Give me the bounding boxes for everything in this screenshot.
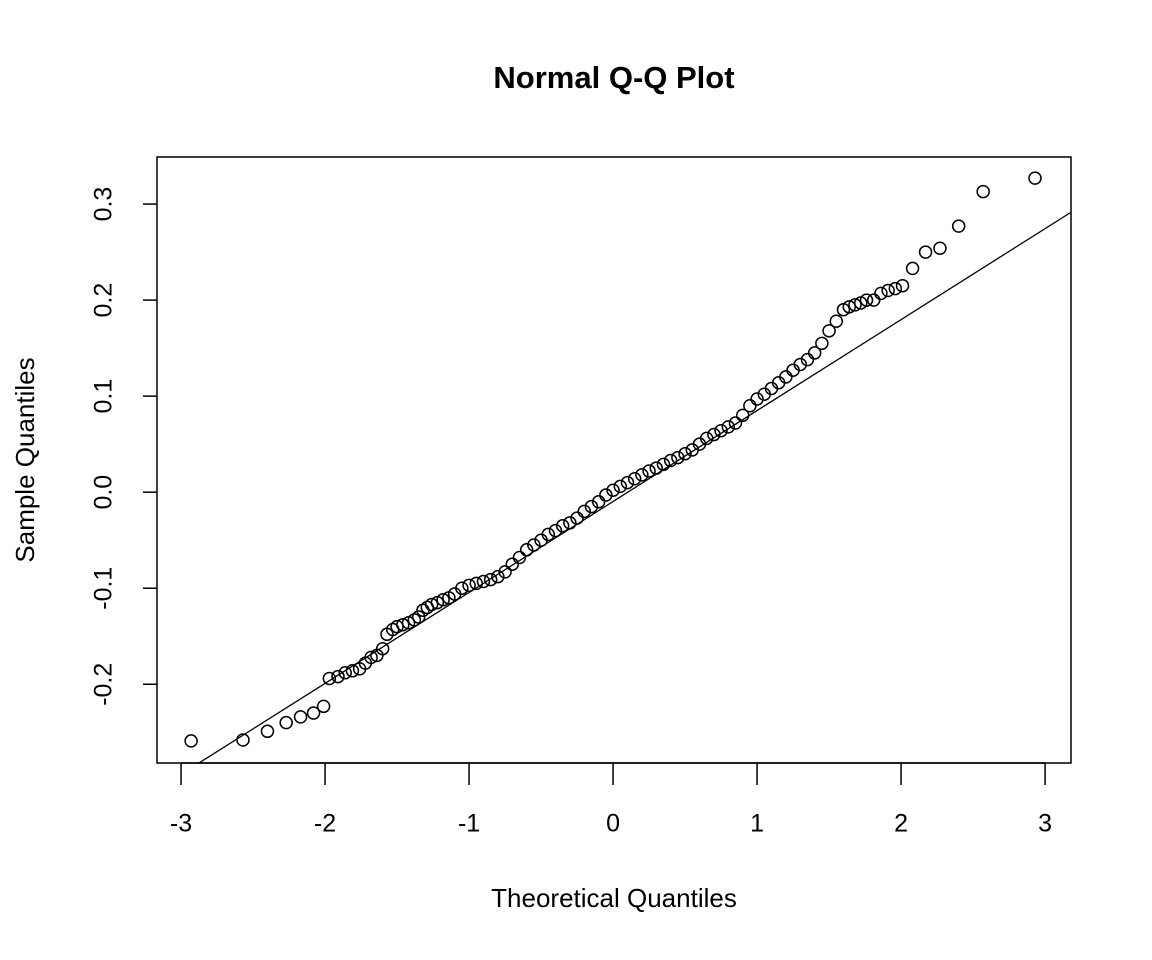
point bbox=[888, 281, 903, 296]
point bbox=[721, 420, 736, 434]
point bbox=[396, 617, 410, 632]
point bbox=[293, 710, 308, 724]
point bbox=[750, 392, 764, 406]
x-tick-label: -1 bbox=[458, 810, 480, 838]
point bbox=[476, 574, 491, 589]
point bbox=[483, 572, 498, 587]
reference-line bbox=[197, 211, 1071, 763]
point bbox=[584, 499, 599, 514]
point bbox=[591, 495, 606, 509]
point bbox=[541, 527, 556, 542]
point bbox=[699, 431, 714, 446]
point bbox=[548, 523, 563, 538]
y-tick-label: 0.3 bbox=[90, 187, 118, 222]
point bbox=[424, 597, 439, 612]
point bbox=[800, 352, 815, 367]
point bbox=[599, 488, 613, 502]
point bbox=[469, 576, 484, 591]
point bbox=[606, 483, 620, 498]
point bbox=[859, 293, 874, 307]
point bbox=[364, 650, 378, 665]
point bbox=[642, 464, 656, 478]
point bbox=[613, 479, 628, 494]
point bbox=[671, 450, 685, 465]
point bbox=[620, 475, 635, 490]
point bbox=[933, 241, 947, 255]
point bbox=[316, 699, 331, 714]
point bbox=[649, 461, 664, 475]
point bbox=[519, 543, 534, 557]
point bbox=[498, 565, 512, 579]
point bbox=[918, 245, 933, 259]
point bbox=[505, 557, 520, 571]
point bbox=[678, 447, 692, 461]
point bbox=[627, 471, 642, 486]
point bbox=[570, 511, 584, 525]
point bbox=[829, 314, 844, 328]
point bbox=[951, 219, 966, 233]
point bbox=[905, 261, 920, 276]
point bbox=[331, 669, 345, 684]
x-tick-label: -2 bbox=[314, 810, 336, 838]
y-tick-label: 0.2 bbox=[90, 283, 118, 318]
point bbox=[563, 516, 577, 530]
point bbox=[577, 504, 592, 519]
point bbox=[881, 283, 895, 298]
y-tick-label: -0.2 bbox=[90, 663, 118, 706]
point bbox=[976, 184, 990, 199]
point bbox=[895, 278, 910, 293]
point bbox=[743, 398, 757, 413]
y-tick-label: -0.1 bbox=[90, 567, 118, 610]
x-tick-label: 0 bbox=[606, 810, 620, 838]
x-tick-label: 3 bbox=[1038, 810, 1052, 838]
point bbox=[822, 324, 836, 338]
point bbox=[462, 578, 476, 593]
x-axis-label: Theoretical Quantiles bbox=[491, 883, 737, 913]
y-axis-label: Sample Quantiles bbox=[10, 357, 40, 562]
y-tick-label: 0.1 bbox=[90, 379, 118, 414]
point bbox=[436, 592, 450, 607]
point bbox=[815, 336, 829, 351]
point bbox=[728, 416, 743, 430]
point bbox=[807, 346, 822, 360]
point bbox=[260, 724, 275, 739]
point bbox=[375, 641, 390, 656]
point bbox=[512, 550, 527, 565]
point bbox=[411, 610, 426, 624]
point bbox=[866, 293, 881, 307]
point bbox=[184, 734, 198, 748]
point bbox=[635, 468, 649, 482]
point bbox=[527, 538, 541, 552]
point bbox=[455, 581, 469, 595]
point bbox=[1028, 171, 1042, 185]
point bbox=[279, 715, 293, 730]
point bbox=[848, 298, 862, 312]
point bbox=[338, 665, 352, 680]
point bbox=[663, 453, 678, 468]
point bbox=[555, 519, 570, 533]
y-tick-label: 0.0 bbox=[90, 475, 118, 510]
point bbox=[714, 423, 728, 438]
point bbox=[707, 427, 721, 442]
point bbox=[735, 408, 750, 423]
point bbox=[345, 664, 360, 678]
x-tick-label: 2 bbox=[894, 810, 908, 838]
point bbox=[656, 457, 671, 472]
point bbox=[779, 370, 793, 384]
chart-title: Normal Q-Q Plot bbox=[493, 60, 734, 95]
point bbox=[306, 706, 321, 720]
point bbox=[236, 733, 250, 747]
x-tick-label: 1 bbox=[750, 810, 764, 838]
x-tick-label: -3 bbox=[170, 810, 192, 838]
point bbox=[322, 671, 337, 686]
point bbox=[491, 569, 505, 584]
point bbox=[874, 286, 888, 301]
point bbox=[793, 357, 808, 372]
